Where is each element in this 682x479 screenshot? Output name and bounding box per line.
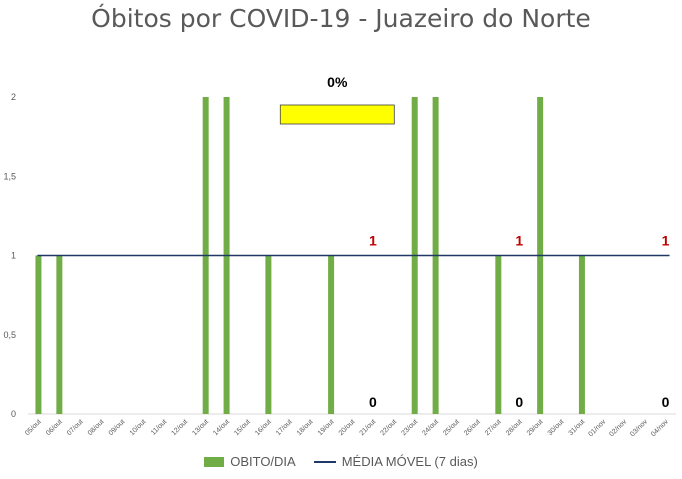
- x-tick-label: 10/out: [129, 418, 148, 437]
- x-tick-label: 12/out: [170, 418, 189, 437]
- bar: [328, 255, 335, 414]
- data-label: 0: [369, 394, 377, 410]
- x-tick-label: 30/out: [547, 418, 566, 437]
- x-tick-label: 20/out: [338, 418, 357, 437]
- legend-item-bars: OBITO/DIA: [204, 454, 296, 469]
- x-tick-label: 09/out: [108, 418, 127, 437]
- x-tick-label: 01/nov: [587, 418, 607, 438]
- legend-swatch-line: [313, 460, 336, 463]
- x-tick-label: 22/out: [380, 418, 399, 437]
- legend-swatch-bars: [204, 456, 225, 467]
- x-tick-label: 28/out: [505, 418, 524, 437]
- chart-legend: OBITO/DIA MÉDIA MÓVEL (7 dias): [0, 454, 682, 469]
- y-tick-label: 1: [11, 251, 16, 261]
- bar: [265, 255, 272, 414]
- y-tick-label: 0,5: [3, 330, 16, 340]
- x-tick-label: 02/nov: [608, 418, 628, 438]
- bar: [35, 255, 42, 414]
- bar: [578, 255, 585, 414]
- highlight-box: [279, 104, 395, 125]
- x-tick-label: 19/out: [317, 418, 336, 437]
- x-tick-label: 23/out: [400, 418, 419, 437]
- x-tick-label: 15/out: [233, 418, 252, 437]
- bar: [495, 255, 502, 414]
- y-tick-label: 0: [11, 409, 16, 419]
- x-tick-label: 21/out: [359, 418, 378, 437]
- x-tick-label: 05/out: [24, 418, 43, 437]
- chart-title: Óbitos por COVID-19 - Juazeiro do Norte: [91, 4, 591, 33]
- x-tick-label: 13/out: [191, 418, 210, 437]
- bar: [56, 255, 63, 414]
- x-tick-label: 31/out: [568, 418, 587, 437]
- data-label: 1: [515, 233, 523, 249]
- data-label: 0: [515, 394, 523, 410]
- x-tick-label: 17/out: [275, 418, 294, 437]
- x-tick-label: 14/out: [212, 418, 231, 437]
- x-tick-label: 04/nov: [650, 418, 670, 438]
- y-tick-label: 1,5: [3, 171, 16, 181]
- legend-label-line: MÉDIA MÓVEL (7 dias): [341, 454, 478, 469]
- x-tick-label: 11/out: [150, 418, 168, 436]
- y-tick-label: 2: [11, 92, 16, 102]
- x-tick-label: 29/out: [526, 418, 545, 437]
- data-label: 1: [369, 233, 377, 249]
- x-tick-label: 16/out: [254, 418, 273, 437]
- x-tick-label: 03/nov: [629, 418, 649, 438]
- x-tick-label: 24/out: [421, 418, 440, 437]
- x-tick-label: 07/out: [66, 418, 85, 437]
- legend-label-bars: OBITO/DIA: [230, 454, 296, 469]
- x-tick-label: 08/out: [87, 418, 106, 437]
- x-tick-label: 25/out: [442, 418, 461, 437]
- x-tick-label: 27/out: [484, 418, 503, 437]
- x-tick-label: 06/out: [45, 418, 64, 437]
- x-tick-label: 26/out: [463, 418, 482, 437]
- data-label: 0: [662, 394, 670, 410]
- data-label: 0%: [327, 74, 348, 90]
- x-tick-label: 18/out: [296, 418, 315, 437]
- data-label: 1: [662, 233, 670, 249]
- legend-item-line: MÉDIA MÓVEL (7 dias): [313, 454, 478, 469]
